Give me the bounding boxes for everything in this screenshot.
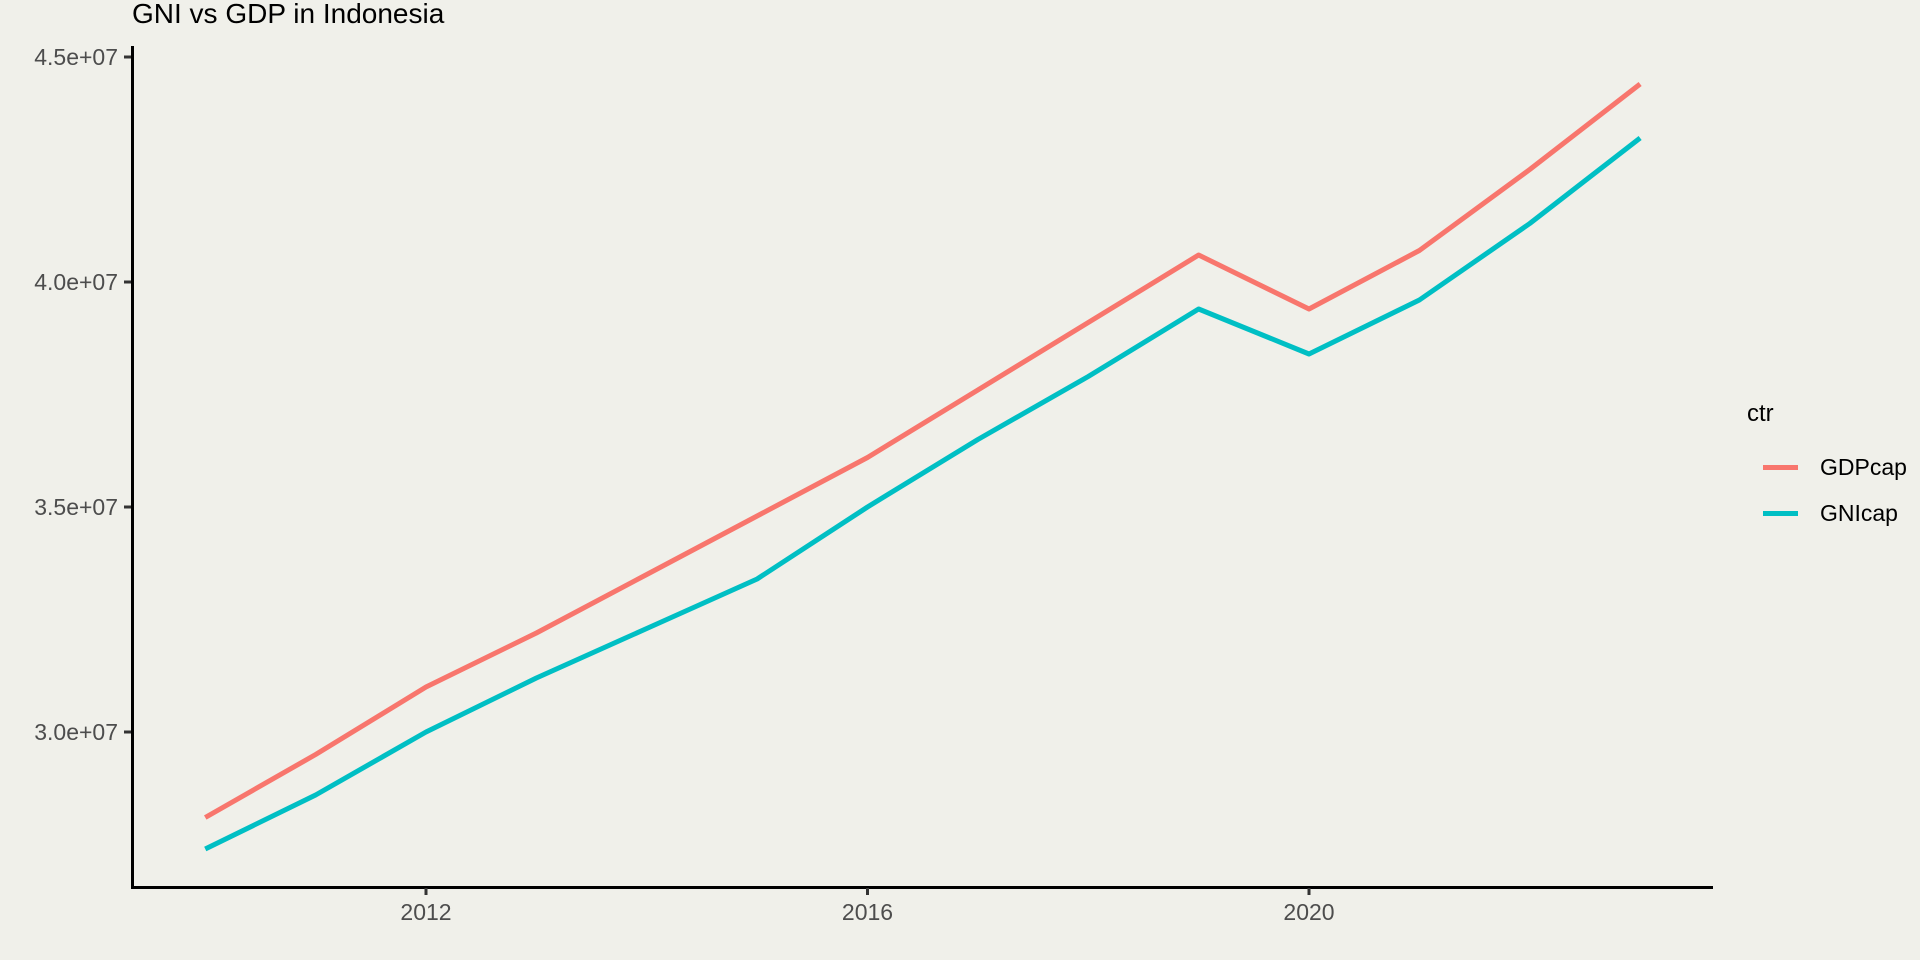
- y-tick-label-4.5e+07: 4.5e+07: [34, 44, 118, 70]
- legend-entries: GDPcap GNIcap: [1745, 444, 1907, 536]
- legend-title: ctr: [1747, 400, 1774, 427]
- chart-title: GNI vs GDP in Indonesia: [132, 0, 445, 29]
- legend-label-GNIcap: GNIcap: [1820, 499, 1898, 526]
- series-line-GNIcap: [204, 136, 1642, 852]
- axis-ticks-group: [124, 55, 1311, 895]
- x-tick-label-2016: 2016: [841, 899, 894, 925]
- x-tick-label-2012: 2012: [400, 899, 452, 925]
- y-tick-label-3.0e+07: 3.0e+07: [34, 719, 118, 745]
- x-tick-label-2020: 2020: [1283, 899, 1335, 925]
- y-tick-label-4.0e+07: 4.0e+07: [34, 269, 118, 295]
- legend-line-swatch-GNIcap: [1763, 510, 1798, 516]
- series-group: [204, 82, 1642, 852]
- legend-label-GDPcap: GDPcap: [1820, 453, 1907, 480]
- legend-line-swatch-GDPcap: [1763, 464, 1798, 470]
- series-line-GDPcap: [204, 82, 1642, 820]
- legend-entry-GNIcap: GNIcap: [1745, 490, 1907, 536]
- legend: ctr GDPcap GNIcap: [1745, 400, 1907, 536]
- legend-entry-GDPcap: GDPcap: [1745, 444, 1907, 490]
- y-tick-label-3.5e+07: 3.5e+07: [34, 494, 118, 520]
